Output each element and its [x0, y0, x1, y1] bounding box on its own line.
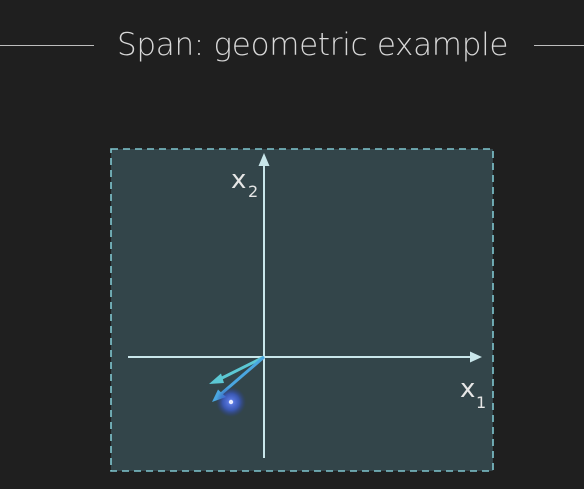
- title-row: Span: geometric example: [0, 24, 584, 68]
- span-region: [110, 148, 494, 472]
- x1-axis-arrowhead: [470, 351, 482, 363]
- vector-a: [217, 355, 265, 382]
- title-rule-right: [534, 45, 584, 46]
- x1-subscript: 1: [476, 393, 486, 412]
- x2-axis-arrowhead: [258, 153, 270, 166]
- slide-title: Span: geometric example: [117, 27, 509, 63]
- x2-label: x: [231, 165, 246, 195]
- vector-a-arrowhead: [209, 373, 224, 384]
- x2-subscript: 2: [248, 182, 258, 201]
- cursor-center: [228, 399, 234, 405]
- x1-label: x: [460, 374, 475, 404]
- title-rule-left: [0, 45, 94, 46]
